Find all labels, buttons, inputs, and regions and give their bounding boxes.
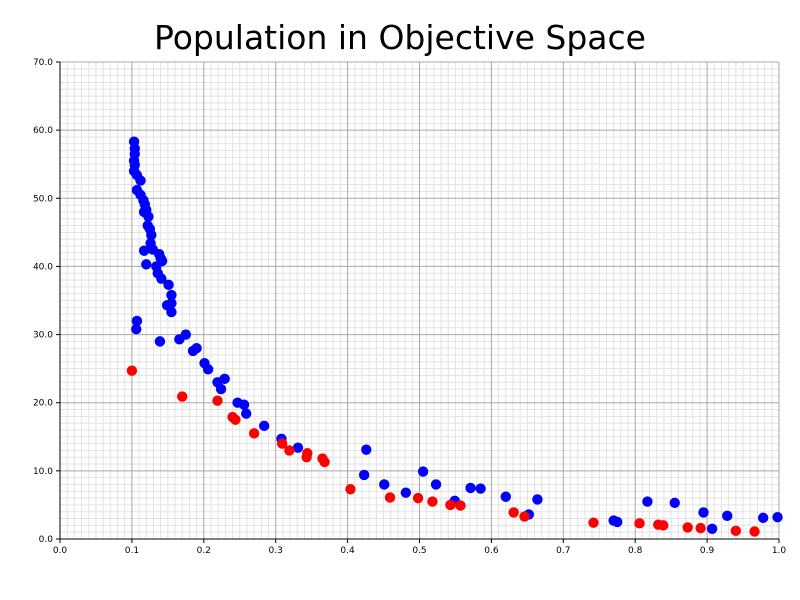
data-point-series-1 [722,510,733,522]
tick-labels: 0.0 0.1 0.2 0.3 0.4 0.5 0.6 0.7 0.8 0.9 1.0 0.0 10.0… [33,58,786,556]
data-point-series-1 [430,479,442,490]
data-point-series-1 [379,479,390,490]
data-point-series-2 [301,452,312,463]
x-tick-label: 0.4 [340,546,355,556]
data-point-series-1 [163,279,174,291]
data-point-series-2 [519,511,530,522]
data-point-series-1 [417,466,429,477]
data-point-series-1 [757,512,769,524]
y-tick-label: 30.0 [33,331,53,341]
data-point-series-1 [202,364,214,375]
data-point-series-1 [131,315,143,327]
data-point-series-1 [612,516,623,528]
data-point-series-1 [143,211,154,222]
y-tick-label: 10.0 [33,467,53,477]
data-point-series-1 [166,289,177,301]
data-point-series-2 [695,522,706,534]
data-point-series-1 [772,511,783,523]
data-point-series-1 [475,483,486,494]
data-point-series-1 [706,523,718,534]
x-tick-label: 0.9 [700,546,715,556]
x-tick-label: 0.1 [125,546,139,556]
data-point-series-1 [138,245,150,256]
x-tick-label: 0.8 [628,546,643,556]
data-point-series-1 [166,306,177,318]
data-point-series-1 [174,334,185,345]
y-tick-label: 70.0 [33,58,53,68]
data-point-series-2 [412,492,424,504]
data-point-series-1 [238,399,250,410]
data-point-series-1 [532,494,543,505]
x-tick-label: 0.3 [269,546,283,556]
y-tick-label: 40.0 [33,262,53,272]
data-point-series-1 [642,496,653,507]
data-point-series-1 [358,469,370,481]
data-point-series-2 [345,484,356,495]
x-tick-label: 0.0 [53,546,68,556]
data-point-series-2 [749,526,760,537]
data-point-series-1 [156,273,167,284]
data-point-series-1 [361,444,372,455]
data-point-series-2 [384,492,396,503]
data-point-series-1 [135,175,146,186]
data-point-series-2 [230,414,241,425]
data-point-series-2 [248,428,260,439]
data-point-series-2 [276,438,288,449]
data-point-series-2 [445,499,456,511]
data-point-series-1 [465,482,476,494]
data-point-series-1 [258,420,270,432]
data-point-series-2 [455,500,466,511]
data-point-series-2 [126,365,138,376]
data-point-series-2 [730,525,742,537]
data-point-series-2 [427,496,438,507]
data-point-series-2 [588,517,599,528]
data-point-series-2 [682,522,693,533]
data-point-series-2 [658,520,669,531]
data-point-series-1 [292,442,304,453]
data-point-series-2 [177,391,188,402]
data-point-series-2 [634,518,645,529]
x-tick-label: 1.0 [772,546,787,556]
data-point-series-2 [284,445,295,456]
data-point-series-1 [146,229,157,241]
data-point-series-1 [500,491,511,502]
data-point-series-2 [212,395,223,406]
data-point-series-1 [669,497,680,509]
data-point-series-1 [215,383,227,395]
data-point-series-1 [400,487,412,498]
y-tick-label: 0.0 [39,535,54,545]
data-point-series-1 [141,259,152,270]
data-points [126,136,783,537]
x-tick-label: 0.2 [197,546,211,556]
data-point-series-1 [241,408,252,419]
x-tick-label: 0.5 [412,546,426,556]
axes [56,61,780,543]
chart-title: Population in Objective Space [154,18,646,57]
y-tick-label: 50.0 [33,194,53,204]
data-point-series-1 [154,336,166,347]
data-point-series-1 [131,323,142,335]
data-point-series-1 [698,507,709,518]
x-tick-label: 0.7 [556,546,570,556]
data-point-series-1 [187,345,199,357]
data-point-series-2 [319,456,330,468]
data-point-series-2 [508,507,519,518]
y-tick-label: 60.0 [33,126,53,136]
y-tick-label: 20.0 [33,399,53,409]
x-tick-label: 0.6 [484,546,499,556]
